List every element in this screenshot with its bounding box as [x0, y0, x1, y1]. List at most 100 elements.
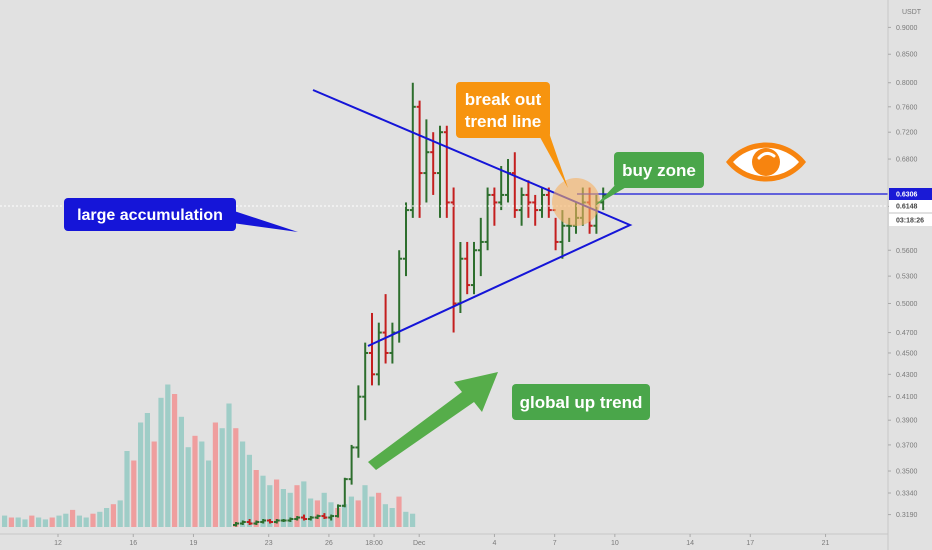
ohlc-bar	[430, 132, 437, 195]
x-tick-label: 19	[190, 540, 198, 547]
volume-bar	[301, 481, 307, 527]
volume-bar	[233, 428, 239, 527]
ohlc-bar	[375, 322, 382, 386]
price-tag: 0.6148	[889, 200, 932, 212]
volume-bar	[15, 517, 21, 527]
volume-bar	[178, 416, 184, 527]
volume-bar	[280, 489, 286, 527]
volume-bar	[56, 515, 62, 527]
x-tick-label: 7	[553, 540, 557, 547]
volume-bar	[348, 496, 354, 527]
label-break-out: break out	[465, 90, 542, 109]
ohlc-bar	[273, 519, 280, 524]
eye-icon	[726, 142, 806, 182]
ohlc-bar	[464, 241, 471, 295]
y-tick-label: 0.7200	[896, 130, 918, 137]
volume-bar	[274, 479, 280, 527]
svg-text:03:18:26: 03:18:26	[896, 218, 924, 225]
price-tag: 03:18:26	[889, 214, 932, 226]
volume-bar	[131, 460, 137, 527]
ohlc-bar	[416, 100, 423, 218]
volume-bar	[403, 511, 409, 527]
y-tick-label: 0.3340	[896, 490, 918, 497]
volume-bar	[70, 509, 76, 527]
volume-bar	[36, 517, 42, 527]
price-axis[interactable]: USDT 0.3190 0.3340 0.3500 0.3700 0.3900 0.410…	[887, 0, 932, 550]
x-tick-label: Dec	[413, 540, 426, 547]
ohlc-bar	[450, 187, 457, 333]
ohlc-bar	[341, 477, 348, 508]
ohlc-bar	[477, 217, 484, 277]
ohlc-bar	[348, 444, 355, 485]
ohlc-bar	[382, 294, 389, 364]
volume-bar	[246, 454, 252, 527]
callout-break-out: break out trend line	[456, 82, 568, 188]
volume-bar	[144, 413, 150, 527]
ohlc-bar	[246, 519, 253, 525]
y-tick-label: 0.3700	[896, 442, 918, 449]
y-tick-label: 0.3190	[896, 512, 918, 519]
volume-bar	[158, 397, 164, 527]
volume-bar	[219, 428, 225, 527]
y-tick-label: 0.4300	[896, 372, 918, 379]
volume-bar	[355, 500, 361, 527]
volume-bar	[287, 492, 293, 527]
volume-bar	[362, 485, 368, 527]
volume-bar	[151, 441, 157, 527]
x-tick-label: 4	[492, 540, 496, 547]
volume-bar	[8, 517, 14, 527]
volume-bar	[314, 500, 320, 527]
volume-bar	[104, 508, 110, 527]
volume-bar	[117, 500, 123, 527]
ohlc-bar	[471, 241, 477, 295]
ohlc-bar	[491, 187, 498, 226]
ohlc-bar	[314, 514, 321, 520]
volume-bar	[165, 384, 171, 527]
x-tick-label: 18:00	[365, 540, 383, 547]
ohlc-bar	[362, 342, 369, 421]
y-tick-label: 0.4500	[896, 350, 918, 357]
x-tick-label: 23	[265, 540, 273, 547]
volume-bar	[90, 513, 96, 527]
ohlc-bar	[253, 520, 260, 525]
ohlc-bar	[525, 180, 532, 218]
ohlc-bar	[518, 187, 525, 226]
volume-bar	[172, 394, 178, 527]
volume-bar	[260, 475, 266, 527]
volume-bar	[342, 504, 348, 527]
volume-bar	[389, 508, 395, 527]
volume-bar	[76, 515, 82, 527]
time-axis[interactable]: 12 16 19 23 26 18:00 Dec 4 7 10 14 17 21	[0, 533, 888, 547]
ohlc-bar	[280, 519, 287, 522]
volume-bar	[83, 517, 89, 527]
ohlc-bar	[301, 514, 307, 521]
ohlc-bar	[545, 187, 552, 218]
ohlc-bar	[443, 125, 450, 218]
x-tick-label: 16	[129, 540, 137, 547]
volume-bar	[63, 513, 69, 527]
volume-bar	[185, 447, 191, 527]
buy-zone-circle	[552, 178, 600, 226]
x-tick-label: 10	[611, 540, 619, 547]
up-trend-arrow	[368, 372, 498, 470]
volume-bar	[29, 515, 35, 527]
x-tick-label: 26	[325, 540, 333, 547]
label-large-accumulation: large accumulation	[77, 207, 223, 224]
y-tick-label: 0.4700	[896, 330, 918, 337]
ohlc-bar	[321, 513, 328, 520]
volume-bar	[138, 422, 144, 527]
ohlc-bar	[539, 187, 545, 218]
ohlc-bar	[369, 312, 375, 386]
y-tick-label: 0.5000	[896, 301, 918, 308]
y-tick-label: 0.5300	[896, 274, 918, 281]
volume-bar	[396, 496, 402, 527]
ohlc-bar	[267, 519, 273, 524]
volume-bar	[267, 485, 273, 527]
volume-bar	[199, 441, 205, 527]
volume-bar	[308, 498, 314, 527]
ohlc-bar	[335, 504, 341, 518]
y-tick-label: 0.7600	[896, 104, 918, 111]
ohlc-bar	[511, 152, 518, 218]
ohlc-bar	[328, 514, 335, 521]
